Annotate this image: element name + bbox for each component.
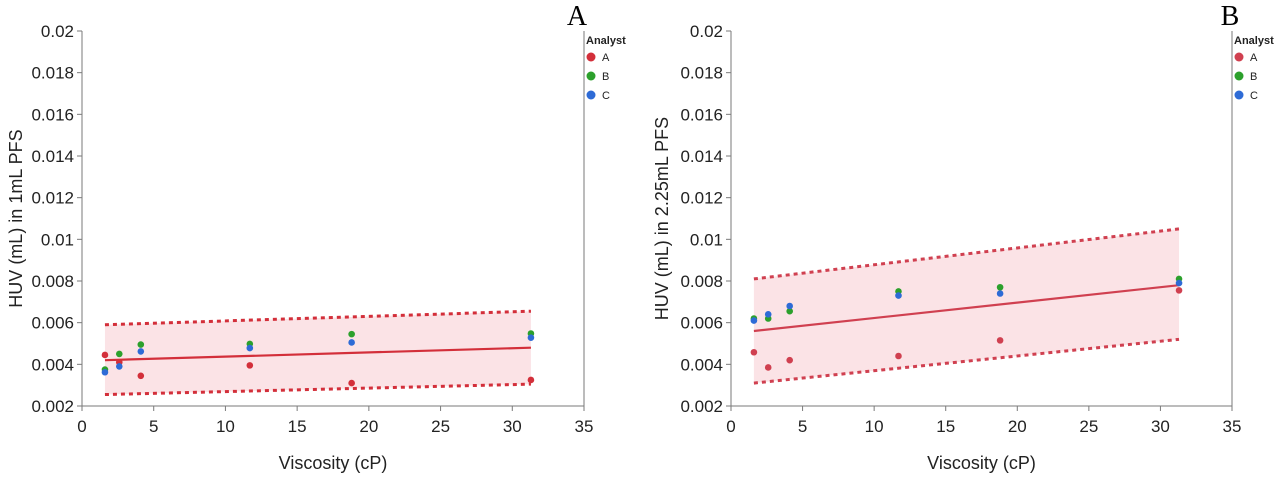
legend-marker <box>1234 90 1244 100</box>
legend-title: Analyst <box>586 35 626 47</box>
y-tick-label: 0.006 <box>31 314 74 333</box>
data-point <box>750 348 758 356</box>
data-point <box>246 362 254 369</box>
y-tick-label: 0.002 <box>680 397 723 416</box>
data-point <box>786 302 793 310</box>
data-point <box>115 363 123 370</box>
confidence-band <box>753 228 1180 384</box>
chart-panel-b: 0.002 0.004 0.006 0.008 0.01 0.012 0.014 0.016 0… <box>652 1 1274 473</box>
data-point <box>996 283 1004 291</box>
legend-marker <box>1234 52 1244 62</box>
data-point <box>996 290 1004 297</box>
legend-label: C <box>1250 90 1258 102</box>
data-point <box>1175 279 1183 287</box>
y-tick-label: 0.02 <box>690 22 723 41</box>
data-point <box>786 307 793 315</box>
x-tick-label: 25 <box>1079 417 1098 436</box>
y-tick-label: 0.002 <box>31 397 74 416</box>
legend: Analyst ABC <box>586 35 626 102</box>
panel-label: B <box>1221 1 1240 32</box>
x-axis-title: Viscosity (cP) <box>279 453 388 473</box>
x-tick-label: 20 <box>1008 417 1027 436</box>
data-point <box>764 364 772 371</box>
series-a <box>101 351 535 387</box>
y-tick-label: 0.018 <box>680 64 723 83</box>
data-point <box>895 292 902 299</box>
panel-label: A <box>567 1 588 32</box>
data-point <box>137 372 145 380</box>
data-point <box>246 344 254 352</box>
y-tick-label: 0.012 <box>680 189 723 208</box>
x-tick-label: 5 <box>798 417 807 436</box>
legend-marker <box>1234 71 1244 81</box>
x-tick-label: 35 <box>1223 417 1242 436</box>
legend-label: A <box>602 52 610 64</box>
series-c <box>750 279 1183 324</box>
y-axis-title: HUV (mL) in 1mL PFS <box>6 129 26 307</box>
series-a <box>750 287 1183 371</box>
y-tick-label: 0.012 <box>31 189 74 208</box>
y-tick-label: 0.016 <box>31 105 74 124</box>
y-tick-label: 0.014 <box>680 147 723 166</box>
x-tick-label: 25 <box>431 417 450 436</box>
y-tick-label: 0.014 <box>31 147 74 166</box>
fit-line <box>104 346 531 362</box>
data-point <box>996 337 1004 344</box>
y-tick-label: 0.008 <box>680 272 723 291</box>
x-tick-label: 20 <box>359 417 378 436</box>
data-point <box>137 348 145 355</box>
data-point <box>101 368 109 376</box>
data-point <box>348 379 355 387</box>
x-tick-label: 35 <box>575 417 594 436</box>
legend: Analyst ABC <box>1234 35 1274 102</box>
x-tick-label: 15 <box>288 417 307 436</box>
legend-marker <box>586 71 596 81</box>
y-axis-title: HUV (mL) in 2.25mL PFS <box>652 117 672 320</box>
data-point <box>115 350 123 358</box>
lower-confidence-line <box>104 382 531 397</box>
x-tick-label: 5 <box>149 417 158 436</box>
x-tick-label: 15 <box>936 417 955 436</box>
legend-marker <box>586 90 596 100</box>
x-tick-label: 0 <box>77 417 86 436</box>
fit-line <box>753 284 1180 333</box>
y-tick-label: 0.01 <box>690 230 723 249</box>
y-tick-label: 0.004 <box>680 355 723 374</box>
legend-label: C <box>602 90 610 102</box>
data-point <box>101 351 109 359</box>
x-tick-label: 0 <box>726 417 735 436</box>
legend-label: B <box>1250 71 1257 83</box>
x-tick-label: 30 <box>503 417 522 436</box>
y-tick-label: 0.008 <box>31 272 74 291</box>
y-tick-label: 0.01 <box>41 230 74 249</box>
data-point <box>527 376 535 384</box>
data-point <box>348 330 355 338</box>
chart-panel-a: 0.002 0.004 0.006 0.008 0.01 0.012 0.014 0.016 0… <box>6 1 626 473</box>
y-tick-label: 0.006 <box>680 314 723 333</box>
data-point <box>786 356 793 364</box>
upper-confidence-line <box>104 309 531 327</box>
y-tick-label: 0.004 <box>31 355 74 374</box>
series-c <box>101 334 535 376</box>
x-axis-title: Viscosity (cP) <box>927 453 1036 473</box>
y-tick-label: 0.016 <box>680 105 723 124</box>
legend-label: B <box>602 71 609 83</box>
data-point <box>1175 287 1183 294</box>
x-tick-label: 30 <box>1151 417 1170 436</box>
x-tick-label: 10 <box>216 417 235 436</box>
legend-marker <box>586 52 596 62</box>
data-point <box>895 352 902 360</box>
legend-title: Analyst <box>1234 35 1274 47</box>
data-point <box>137 341 145 348</box>
x-tick-label: 10 <box>865 417 884 436</box>
y-tick-label: 0.02 <box>41 22 74 41</box>
legend-label: A <box>1250 52 1258 64</box>
y-tick-label: 0.018 <box>31 64 74 83</box>
data-point <box>764 311 772 318</box>
data-point <box>750 317 758 324</box>
data-point <box>348 339 355 346</box>
data-point <box>527 334 535 341</box>
